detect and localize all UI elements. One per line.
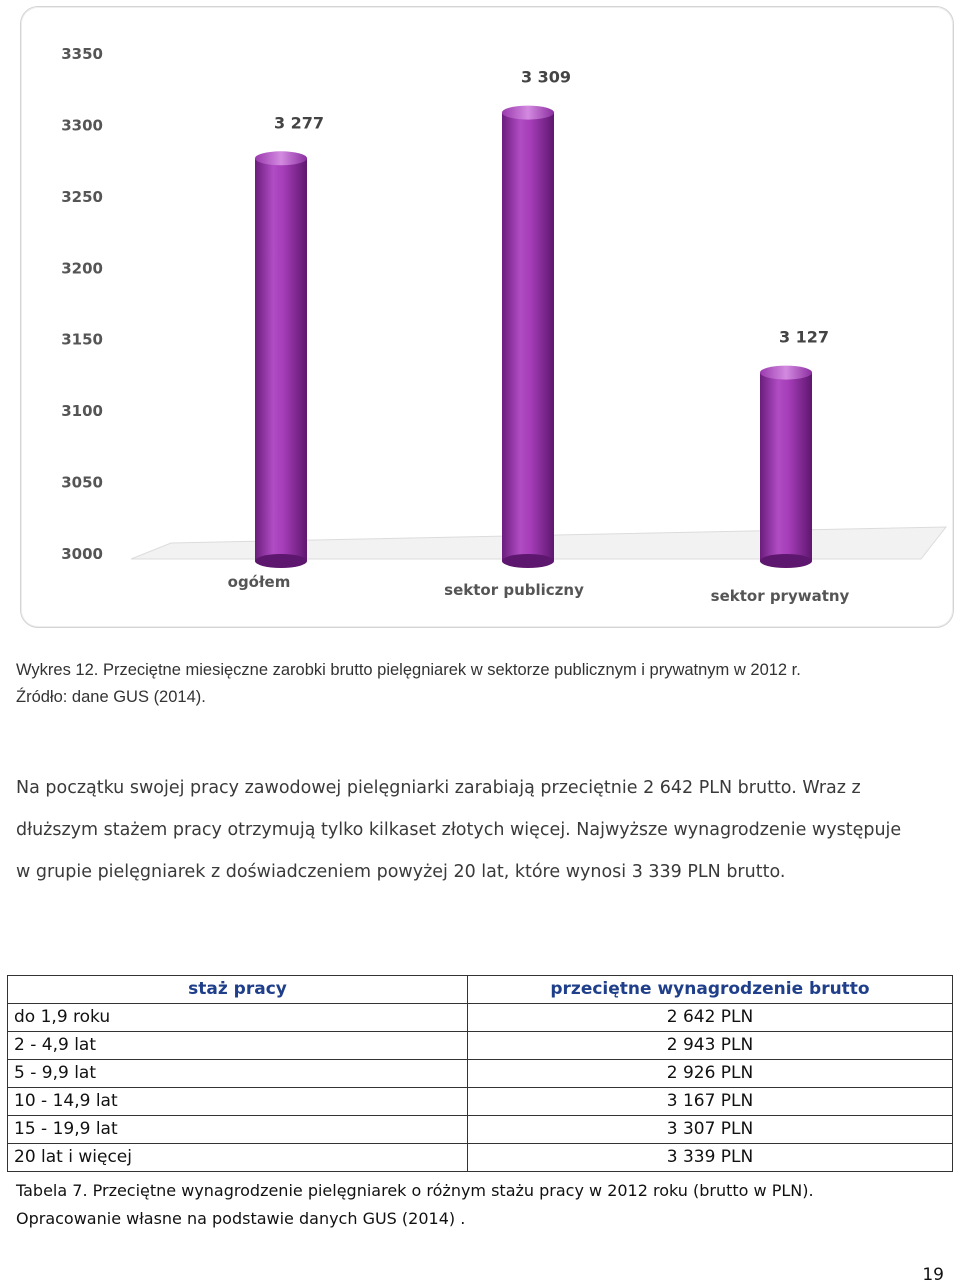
- figure-caption-title: Wykres 12. Przeciętne miesięczne zarobki…: [16, 661, 801, 679]
- bar-chart: 3000 3050 3100 3150 3200 3250 3300 3350 3 277 ogó…: [61, 45, 948, 605]
- y-tick-label: 3250: [61, 188, 103, 206]
- table-cell-experience: do 1,9 roku: [7, 1003, 468, 1032]
- table-header-row: staż pracy przeciętne wynagrodzenie brut…: [7, 975, 953, 1004]
- y-tick-label: 3050: [61, 474, 103, 492]
- bar: [760, 372, 812, 561]
- table-cell-salary: 3 339 PLN: [467, 1143, 953, 1172]
- y-tick-label: 3300: [61, 116, 103, 134]
- table-row: 10 - 14,9 lat 3 167 PLN: [7, 1087, 953, 1116]
- table-caption-title: Tabela 7. Przeciętne wynagrodzenie pielę…: [16, 1181, 814, 1200]
- y-tick-label: 3200: [61, 259, 103, 277]
- bar: [502, 112, 554, 562]
- table-cell-salary: 2 926 PLN: [467, 1059, 953, 1088]
- data-label: 3 127: [779, 328, 829, 347]
- data-label: 3 277: [274, 113, 324, 132]
- table-cell-salary: 3 167 PLN: [467, 1087, 953, 1116]
- y-tick-label: 3100: [61, 402, 103, 420]
- bar-cap: [760, 365, 812, 380]
- data-label: 3 309: [521, 68, 571, 87]
- paragraph-line-1: Na początku swojej pracy zawodowej pielę…: [16, 778, 861, 798]
- chart-frame: 3000 3050 3100 3150 3200 3250 3300 3350 3 277 ogó…: [20, 6, 954, 628]
- table-header-experience: staż pracy: [7, 975, 468, 1004]
- bar-base: [502, 554, 554, 568]
- y-tick-label: 3000: [61, 545, 103, 563]
- bar-base: [255, 554, 307, 568]
- table-cell-experience: 20 lat i więcej: [7, 1143, 468, 1172]
- table-cell-salary: 2 943 PLN: [467, 1031, 953, 1060]
- paragraph-line-3: w grupie pielęgniarek z doświadczeniem p…: [16, 862, 786, 882]
- table-row: 20 lat i więcej 3 339 PLN: [7, 1143, 953, 1172]
- salary-table: staż pracy przeciętne wynagrodzenie brut…: [7, 975, 953, 1172]
- table-cell-salary: 2 642 PLN: [467, 1003, 953, 1032]
- table-cell-experience: 10 - 14,9 lat: [7, 1087, 468, 1116]
- table-caption-source: Opracowanie własne na podstawie danych G…: [16, 1209, 466, 1228]
- figure-caption-source: Źródło: dane GUS (2014).: [16, 688, 206, 706]
- bar: [255, 158, 307, 562]
- bar-base: [760, 554, 812, 568]
- paragraph-line-2: dłuższym stażem pracy otrzymują tylko ki…: [16, 820, 902, 840]
- bar-cap: [255, 151, 307, 166]
- page-number: 19: [922, 1265, 944, 1285]
- category-label: sektor publiczny: [444, 581, 584, 599]
- table-row: 15 - 19,9 lat 3 307 PLN: [7, 1115, 953, 1144]
- table-header-salary: przeciętne wynagrodzenie brutto: [467, 975, 953, 1004]
- y-tick-label: 3150: [61, 331, 103, 349]
- table-row: do 1,9 roku 2 642 PLN: [7, 1003, 953, 1032]
- table-row: 2 - 4,9 lat 2 943 PLN: [7, 1031, 953, 1060]
- category-label: ogółem: [228, 573, 291, 591]
- table-cell-salary: 3 307 PLN: [467, 1115, 953, 1144]
- category-label: sektor prywatny: [711, 587, 850, 605]
- y-tick-label: 3350: [61, 45, 103, 63]
- table-cell-experience: 2 - 4,9 lat: [7, 1031, 468, 1060]
- table-row: 5 - 9,9 lat 2 926 PLN: [7, 1059, 953, 1088]
- table-cell-experience: 5 - 9,9 lat: [7, 1059, 468, 1088]
- bar-cap: [502, 105, 554, 120]
- table-cell-experience: 15 - 19,9 lat: [7, 1115, 468, 1144]
